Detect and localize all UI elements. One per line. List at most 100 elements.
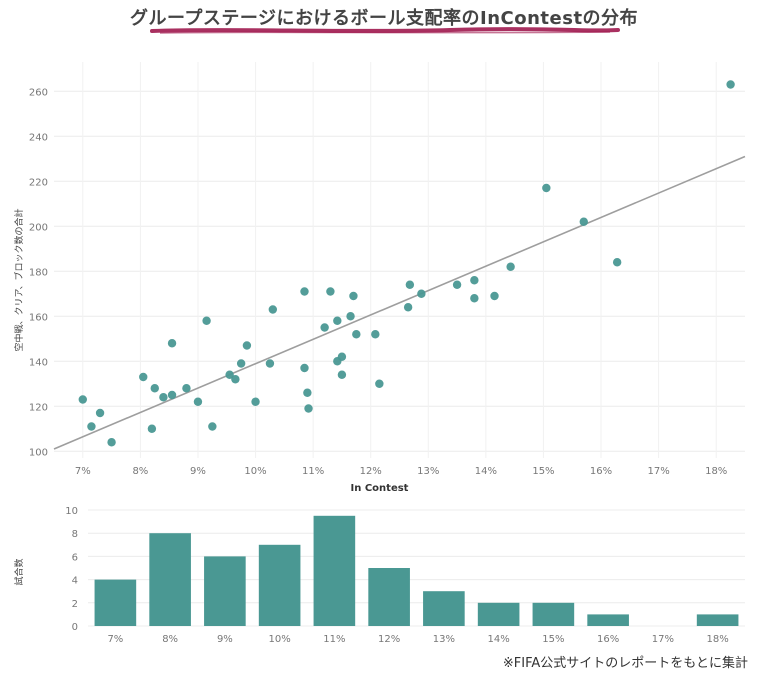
y-tick-label: 0 xyxy=(72,622,78,633)
data-point xyxy=(225,370,234,379)
x-tick-label: 16% xyxy=(590,466,612,477)
y-tick-label: 260 xyxy=(29,87,48,98)
x-tick-label: 18% xyxy=(707,634,729,642)
data-point xyxy=(147,424,157,433)
data-point xyxy=(193,397,203,406)
data-point xyxy=(352,330,361,339)
histogram-bar xyxy=(313,515,356,626)
y-tick-label: 180 xyxy=(29,267,48,278)
y-tick-label: 100 xyxy=(29,447,48,458)
x-tick-label: 15% xyxy=(542,634,564,642)
histogram-bar xyxy=(149,533,191,626)
data-point xyxy=(506,262,515,271)
x-tick-label: 11% xyxy=(302,466,324,477)
data-point xyxy=(417,289,426,298)
data-point xyxy=(167,339,177,348)
histogram-chart: 0 2 4 6 8 10 7% 8% 9% 10% 11% 12% 13% 14% 15% 16% 17% 18%… xyxy=(13,506,745,642)
histogram-bar xyxy=(94,579,137,626)
histogram-bar xyxy=(696,614,739,626)
x-tick-label: 10% xyxy=(244,466,266,477)
data-point xyxy=(268,305,278,314)
histogram-bar xyxy=(258,544,301,626)
data-point xyxy=(726,80,735,89)
data-point xyxy=(107,438,116,447)
data-point xyxy=(150,384,159,393)
data-point xyxy=(139,372,148,382)
x-tick-label: 13% xyxy=(417,466,439,477)
data-point xyxy=(612,258,622,267)
trend-line xyxy=(53,155,746,450)
x-tick-label: 13% xyxy=(433,634,455,642)
scatter-chart: 100 120 140 160 180 200 220 240 260 7% 8% 9% 10% 11% 1… xyxy=(13,62,746,494)
x-tick-label: 8% xyxy=(132,466,148,477)
data-point xyxy=(403,303,413,312)
data-point xyxy=(337,352,347,361)
x-tick-label: 16% xyxy=(597,634,619,642)
data-point xyxy=(159,393,168,402)
y-tick-label: 160 xyxy=(29,312,48,323)
y-axis-label: 試合数 xyxy=(13,558,25,585)
x-tick-label: 11% xyxy=(323,634,345,642)
x-tick-label: 17% xyxy=(648,466,670,477)
data-point xyxy=(304,404,313,413)
histogram-bar xyxy=(532,602,575,626)
y-tick-label: 140 xyxy=(29,357,48,368)
y-tick-label: 8 xyxy=(72,529,78,540)
histogram-bar xyxy=(423,591,465,626)
source-note: ※FIFA公式サイトのレポートをもとに集計 xyxy=(502,656,748,671)
x-tick-label: 17% xyxy=(652,634,674,642)
x-tick-label: 15% xyxy=(532,466,554,477)
data-point xyxy=(320,323,329,332)
data-point xyxy=(579,217,588,226)
x-tick-label: 9% xyxy=(190,466,206,477)
y-tick-label: 120 xyxy=(29,402,48,413)
x-tick-label: 7% xyxy=(75,466,91,477)
data-point xyxy=(470,276,479,285)
data-point xyxy=(490,291,499,301)
data-point xyxy=(242,341,252,350)
data-point xyxy=(231,375,240,384)
data-point xyxy=(333,316,342,325)
y-tick-label: 2 xyxy=(72,599,78,610)
data-point xyxy=(300,287,309,296)
data-point xyxy=(542,183,551,193)
data-point xyxy=(87,422,96,431)
histogram-bar xyxy=(587,614,629,626)
data-point xyxy=(78,395,87,404)
data-point xyxy=(182,384,191,393)
data-point xyxy=(375,379,384,388)
data-point xyxy=(303,388,312,397)
x-tick-label: 12% xyxy=(378,634,400,642)
chart-title: グループステージにおけるボール支配率のInContestの分布 xyxy=(129,8,639,29)
y-tick-label: 4 xyxy=(72,576,78,587)
data-point xyxy=(208,422,217,431)
y-tick-label: 200 xyxy=(29,222,48,233)
y-tick-label: 6 xyxy=(72,552,78,563)
x-axis-label: In Contest xyxy=(351,483,409,494)
x-tick-label: 18% xyxy=(705,466,727,477)
data-point xyxy=(470,294,479,303)
data-point xyxy=(167,390,177,400)
data-point xyxy=(251,397,260,406)
data-point xyxy=(265,359,275,368)
data-point xyxy=(346,312,355,321)
histogram-bar xyxy=(204,556,246,626)
y-tick-label: 240 xyxy=(29,132,48,143)
title-underline-decoration xyxy=(150,27,620,34)
x-tick-label: 14% xyxy=(488,634,510,642)
y-tick-label: 220 xyxy=(29,177,48,188)
x-tick-label: 12% xyxy=(360,466,382,477)
data-point xyxy=(452,280,462,289)
x-tick-label: 14% xyxy=(475,466,497,477)
x-tick-label: 9% xyxy=(217,634,233,642)
data-point xyxy=(405,280,415,289)
data-point xyxy=(349,291,358,301)
histogram-bar xyxy=(368,568,410,626)
x-tick-label: 10% xyxy=(269,634,291,642)
data-point xyxy=(236,359,246,368)
y-tick-label: 10 xyxy=(65,506,78,517)
x-tick-label: 7% xyxy=(107,634,123,642)
data-point xyxy=(95,408,105,418)
data-point xyxy=(371,330,380,339)
data-point xyxy=(202,316,211,325)
